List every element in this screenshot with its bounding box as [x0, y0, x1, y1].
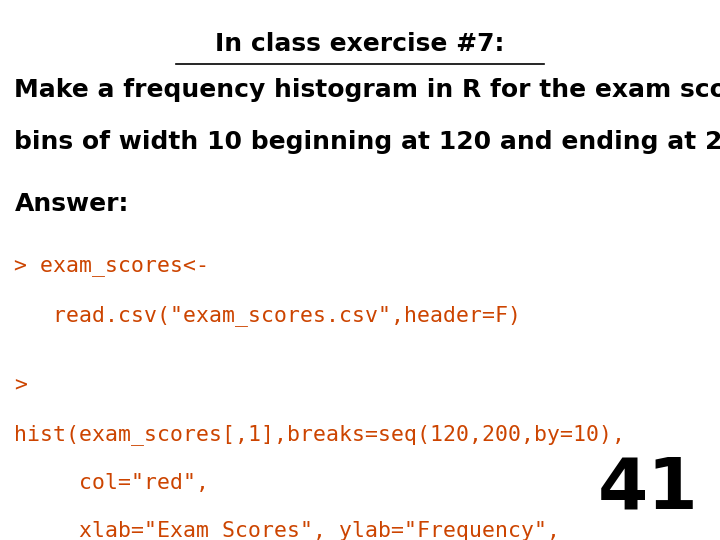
Text: xlab="Exam Scores", ylab="Frequency",: xlab="Exam Scores", ylab="Frequency", [14, 521, 560, 540]
Text: col="red",: col="red", [14, 472, 210, 492]
Text: In class exercise #7:: In class exercise #7: [215, 32, 505, 56]
Text: > exam_scores<-: > exam_scores<- [14, 256, 210, 276]
Text: >: > [14, 375, 27, 395]
Text: 41: 41 [598, 455, 698, 524]
Text: bins of width 10 beginning at 120 and ending at 200.: bins of width 10 beginning at 120 and en… [14, 130, 720, 153]
Text: read.csv("exam_scores.csv",header=F): read.csv("exam_scores.csv",header=F) [14, 305, 521, 326]
Text: Make a frequency histogram in R for the exam scores using: Make a frequency histogram in R for the … [14, 78, 720, 102]
Text: Answer:: Answer: [14, 192, 129, 215]
Text: hist(exam_scores[,1],breaks=seq(120,200,by=10),: hist(exam_scores[,1],breaks=seq(120,200,… [14, 424, 626, 445]
